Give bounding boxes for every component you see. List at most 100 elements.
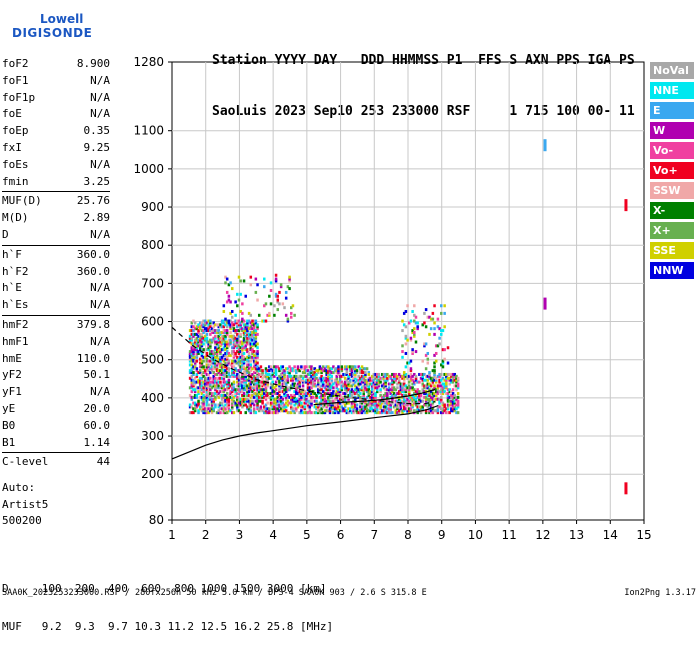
echo-point	[198, 350, 202, 354]
echo-point	[318, 367, 322, 371]
echo-point	[451, 372, 455, 376]
echo-point	[288, 372, 291, 376]
echo-point	[340, 380, 344, 384]
echo-point	[372, 390, 376, 394]
echo-point	[286, 285, 290, 289]
echo-point	[367, 403, 371, 407]
echo-point	[441, 411, 445, 415]
echo-point	[453, 395, 457, 399]
y-tick-label: 1000	[133, 162, 164, 176]
echo-point	[192, 401, 195, 405]
echo-point	[323, 411, 327, 415]
echo-point	[453, 409, 457, 413]
echo-point	[322, 411, 325, 415]
echo-point	[431, 395, 435, 399]
echo-point	[429, 405, 433, 409]
echo-point	[229, 374, 232, 378]
echo-point	[284, 313, 288, 317]
echo-point	[220, 393, 224, 397]
echo-point	[310, 403, 313, 407]
echo-point	[252, 403, 256, 407]
echo-point	[624, 482, 628, 495]
echo-point	[440, 378, 443, 382]
echo-point	[357, 382, 360, 386]
echo-point	[327, 399, 330, 403]
echo-point	[224, 317, 227, 321]
echo-point	[333, 367, 337, 371]
echo-point	[357, 378, 360, 382]
echo-point	[291, 369, 295, 373]
echo-point	[237, 374, 241, 378]
echo-point	[436, 397, 440, 401]
echo-point	[193, 340, 197, 344]
echo-point	[254, 411, 258, 415]
echo-point	[421, 323, 424, 327]
echo-point	[311, 390, 315, 394]
echo-point	[436, 386, 440, 390]
echo-point	[217, 411, 221, 415]
param-name: C-level	[2, 455, 49, 469]
echo-point	[352, 390, 355, 394]
param-separator	[2, 452, 110, 454]
echo-point	[352, 378, 355, 382]
echo-point	[333, 407, 337, 411]
echo-point	[402, 382, 406, 386]
echo-point	[456, 399, 460, 403]
echo-point	[440, 311, 443, 315]
echo-point	[247, 376, 251, 380]
echo-point	[222, 395, 226, 399]
echo-point	[290, 397, 293, 401]
echo-point	[198, 386, 202, 390]
echo-point	[273, 392, 276, 396]
echo-point	[343, 403, 347, 407]
echo-point	[335, 409, 339, 413]
echo-point	[455, 374, 458, 378]
echo-point	[190, 395, 194, 399]
echo-point	[286, 403, 290, 407]
echo-point	[438, 342, 441, 346]
echo-point	[283, 306, 286, 310]
echo-point	[274, 292, 278, 296]
x-tick-label: 3	[236, 528, 244, 542]
echo-point	[257, 313, 261, 317]
echo-point	[284, 384, 288, 388]
echo-point	[217, 336, 221, 340]
echo-point	[450, 409, 453, 413]
echo-point	[234, 401, 237, 405]
echo-point	[274, 365, 278, 369]
echo-point	[222, 393, 226, 397]
echo-point	[214, 342, 217, 346]
echo-point	[283, 407, 286, 411]
echo-point	[220, 386, 224, 390]
echo-point	[219, 403, 222, 407]
echo-point	[232, 323, 236, 327]
echo-point	[207, 403, 210, 407]
echo-point	[190, 390, 194, 394]
echo-point	[278, 384, 281, 388]
echo-point	[446, 407, 450, 411]
echo-point	[205, 378, 209, 382]
echo-point	[232, 346, 236, 350]
echo-point	[332, 405, 335, 409]
echo-point	[413, 319, 416, 323]
echo-point	[215, 334, 219, 338]
echo-point	[219, 332, 222, 336]
echo-point	[257, 395, 261, 399]
echo-point	[227, 321, 231, 325]
echo-point	[301, 390, 305, 394]
echo-point	[222, 365, 226, 369]
echo-point	[370, 384, 374, 388]
param-row: hmF2 379.8	[2, 317, 110, 334]
echo-point	[323, 367, 327, 371]
echo-point	[441, 388, 445, 392]
echo-point	[224, 403, 227, 407]
echo-point	[327, 376, 330, 380]
echo-point	[345, 401, 349, 405]
echo-point	[192, 319, 195, 323]
echo-point	[274, 384, 278, 388]
echo-point	[327, 371, 330, 375]
echo-point	[343, 367, 347, 371]
echo-point	[284, 397, 288, 401]
echo-point	[387, 386, 391, 390]
echo-point	[374, 411, 377, 415]
